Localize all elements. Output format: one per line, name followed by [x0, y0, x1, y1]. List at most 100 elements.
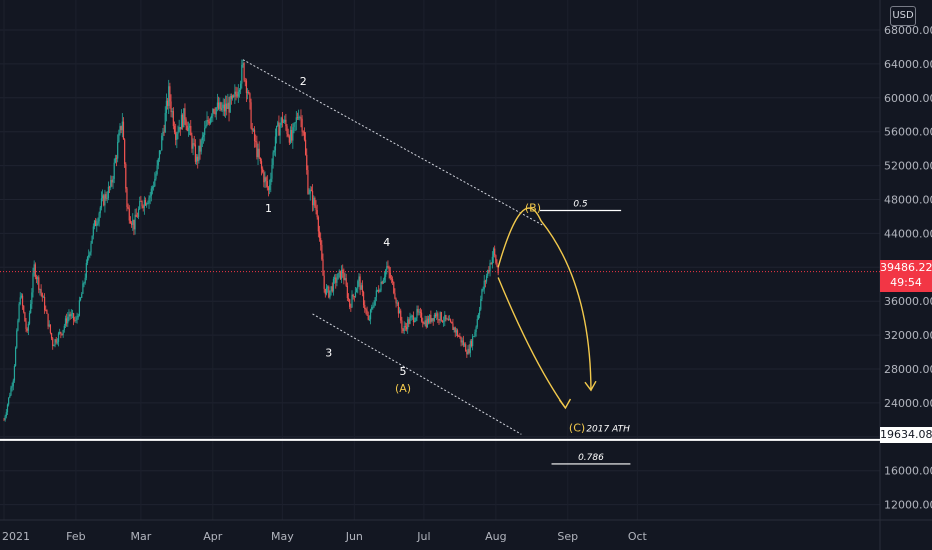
y-tick-label: 60000.00: [884, 92, 932, 105]
candle-body: [118, 133, 120, 143]
candle-body: [95, 220, 97, 226]
candle-body: [298, 117, 300, 119]
fib-level-label: 0.786: [578, 453, 604, 463]
candle-body: [494, 248, 496, 256]
ath-annotation: 2017 ATH: [586, 425, 630, 435]
y-tick-label: 64000.00: [884, 58, 932, 71]
candle-body: [102, 195, 104, 199]
candle-body: [53, 345, 55, 347]
candle-body: [5, 412, 7, 417]
x-tick-label: May: [271, 530, 294, 543]
candle-body: [243, 63, 245, 81]
candle-body: [144, 200, 147, 206]
candle-body: [361, 285, 364, 293]
candle-body: [67, 316, 69, 324]
candle-body: [414, 320, 416, 322]
time-axis[interactable]: 2021 Feb Mar Apr May Jun Jul Aug Sep Oct: [2, 530, 648, 543]
candle-body: [318, 231, 321, 238]
candle-body: [219, 102, 221, 109]
candle-body: [140, 200, 142, 202]
candle-body: [303, 131, 306, 140]
currency-selector[interactable]: USD: [890, 6, 916, 26]
candle-body: [176, 133, 178, 140]
candle-body: [32, 273, 34, 293]
candle-body: [183, 108, 185, 128]
candle-body: [465, 344, 467, 352]
candle-body: [75, 319, 77, 321]
candle-body: [331, 286, 333, 292]
candle-body: [10, 387, 12, 396]
candle-body: [237, 91, 239, 97]
x-tick-label: Jun: [345, 530, 363, 543]
last-price-tag: 39486.22 49:54: [880, 260, 932, 292]
candle-body: [419, 311, 422, 313]
candle-body: [497, 266, 499, 274]
candle-body: [324, 288, 326, 295]
candle-body: [443, 321, 445, 323]
candle-body: [277, 122, 279, 126]
candle-body: [336, 279, 338, 283]
candle-body: [45, 310, 47, 311]
candle-body: [63, 325, 65, 330]
candle-body: [327, 286, 329, 288]
candle-body: [398, 310, 401, 314]
candle-body: [82, 283, 84, 294]
candle-body: [357, 281, 359, 289]
candle-body: [463, 344, 466, 346]
candle-body: [299, 117, 301, 119]
candle-body: [66, 318, 68, 324]
candle-body: [172, 111, 174, 126]
candle-body: [412, 315, 415, 322]
candle-body: [112, 178, 114, 183]
candle-body: [27, 323, 29, 331]
wave-label: (A): [395, 382, 411, 395]
candle-body: [205, 125, 207, 129]
candle-body: [251, 128, 253, 131]
price-axis[interactable]: 68000.00 64000.00 60000.00 56000.00 52000.00…: [884, 24, 932, 512]
candle-body: [100, 198, 103, 208]
candle-body: [276, 125, 278, 137]
candle-body: [390, 278, 393, 280]
candle-body: [311, 190, 314, 206]
candle-body: [368, 319, 370, 321]
candle-body: [98, 213, 100, 222]
candle-body: [310, 189, 312, 191]
candle-body: [267, 187, 270, 191]
candle-body: [279, 125, 281, 136]
candle-body: [450, 319, 452, 322]
candle-body: [164, 113, 166, 133]
candle-body: [213, 109, 215, 113]
wave-label: 4: [383, 236, 390, 249]
candle-body: [77, 315, 79, 318]
candle-body: [220, 102, 222, 111]
candle-body: [42, 296, 45, 298]
candle-body: [165, 100, 167, 114]
candle-body: [62, 329, 64, 335]
candle-body: [226, 103, 228, 109]
candle-body: [352, 294, 354, 297]
candle-body: [113, 162, 115, 179]
candle-body: [458, 336, 460, 337]
candle-body: [296, 117, 299, 119]
candle-body: [386, 266, 388, 271]
candle-body: [12, 380, 14, 387]
candle-body: [440, 312, 442, 321]
candle-body: [474, 332, 476, 337]
candle-body: [252, 129, 254, 131]
candle-body: [358, 276, 360, 282]
candle-body: [200, 140, 202, 152]
candle-body: [93, 220, 96, 227]
candle-body: [117, 142, 119, 159]
drawings: [0, 59, 880, 465]
candle-body: [105, 194, 107, 199]
candle-body: [119, 126, 121, 134]
candle-body: [52, 338, 54, 347]
candle-body: [92, 226, 94, 236]
candle-body: [257, 148, 259, 158]
wave-label: 1: [265, 202, 272, 215]
candle-body: [147, 202, 149, 204]
candle-body: [325, 287, 328, 295]
candle-body: [178, 127, 180, 132]
